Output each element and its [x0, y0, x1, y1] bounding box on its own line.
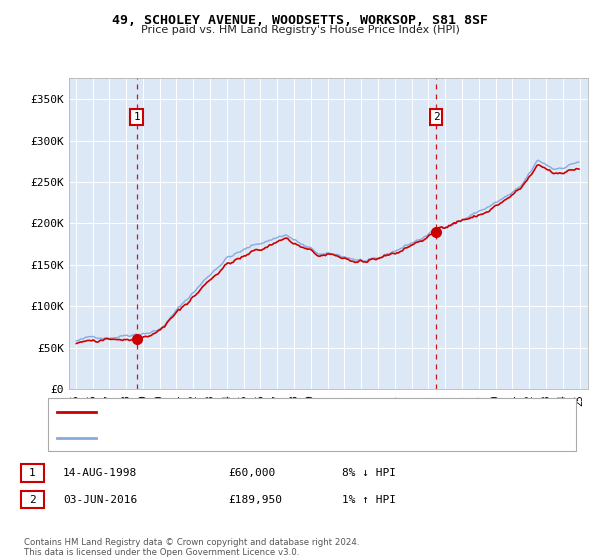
- Text: 2: 2: [29, 494, 36, 505]
- Text: 14-AUG-1998: 14-AUG-1998: [63, 468, 137, 478]
- Text: 8% ↓ HPI: 8% ↓ HPI: [342, 468, 396, 478]
- Text: 1% ↑ HPI: 1% ↑ HPI: [342, 494, 396, 505]
- Text: Contains HM Land Registry data © Crown copyright and database right 2024.
This d: Contains HM Land Registry data © Crown c…: [24, 538, 359, 557]
- Text: 1: 1: [133, 112, 140, 122]
- Text: 49, SCHOLEY AVENUE, WOODSETTS, WORKSOP, S81 8SF: 49, SCHOLEY AVENUE, WOODSETTS, WORKSOP, …: [112, 14, 488, 27]
- Text: Price paid vs. HM Land Registry's House Price Index (HPI): Price paid vs. HM Land Registry's House …: [140, 25, 460, 35]
- Text: 03-JUN-2016: 03-JUN-2016: [63, 494, 137, 505]
- Text: HPI: Average price, detached house, Rotherham: HPI: Average price, detached house, Roth…: [102, 432, 367, 442]
- Text: 2: 2: [433, 112, 440, 122]
- Text: £189,950: £189,950: [228, 494, 282, 505]
- Text: 49, SCHOLEY AVENUE, WOODSETTS, WORKSOP, S81 8SF (detached house): 49, SCHOLEY AVENUE, WOODSETTS, WORKSOP, …: [102, 408, 478, 418]
- Text: 1: 1: [29, 468, 36, 478]
- Text: £60,000: £60,000: [228, 468, 275, 478]
